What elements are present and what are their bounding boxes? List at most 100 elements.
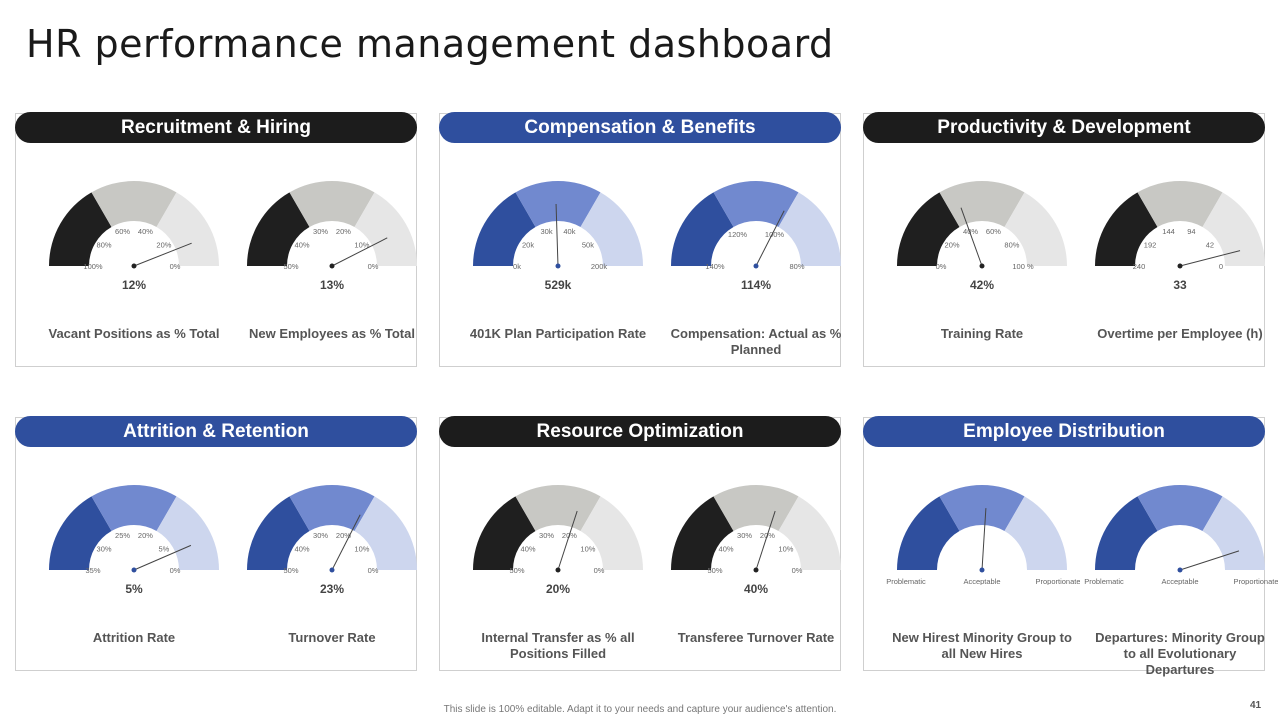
- gauge-tick-label: 40%: [295, 240, 310, 249]
- panel-0: Recruitment & Hiring 100% 80% 60% 40% 20% 0% 12…: [15, 112, 417, 367]
- gauge-tick-label: 40%: [521, 544, 536, 553]
- gauge-tick-label: 0%: [594, 566, 605, 575]
- gauge-tick-label: 94: [1187, 227, 1195, 236]
- gauge-band-2: [939, 181, 1025, 228]
- gauge-tick-label: 0%: [368, 566, 379, 575]
- gauge: 50% 40% 30% 20% 10% 0% 23% Turnover Rate: [234, 450, 430, 668]
- gauge-tick-label: 20%: [156, 240, 171, 249]
- gauge: 50% 40% 30% 20% 10% 0% 13% New Employees as % T…: [234, 146, 430, 364]
- gauge-band-1: [897, 496, 960, 570]
- gauge: Problematic Acceptable Proportionate New Hi…: [884, 450, 1080, 668]
- gauge-chart: 240 192 144 94 42 0: [1095, 181, 1265, 271]
- gauge-tick-label: 200k: [591, 262, 608, 271]
- gauge-tick-label: 60%: [115, 227, 130, 236]
- gauge-tick-label: 120%: [728, 230, 748, 239]
- gauge-chart: Problematic Acceptable Proportionate: [1084, 485, 1278, 585]
- gauge-label: Turnover Rate: [288, 630, 376, 645]
- gauge-tick-label: 50%: [707, 566, 722, 575]
- gauge-label: Training Rate: [940, 326, 1024, 341]
- gauge-band-2: [91, 181, 177, 228]
- gauge-tick-label: 30%: [313, 531, 328, 540]
- gauge-band-2: [289, 181, 375, 228]
- gauge-tick-label: Proportionate: [1035, 577, 1080, 585]
- gauge-band-1: [473, 192, 536, 266]
- gauge-band-3: [778, 496, 841, 570]
- gauge-label: Vacant Positions as % Total: [48, 326, 220, 341]
- gauge-band-1: [49, 496, 112, 570]
- gauge-tick-label: 140%: [705, 262, 725, 271]
- panel-title: Compensation & Benefits: [439, 112, 841, 143]
- gauge-needle-hub: [1177, 567, 1183, 573]
- gauge-tick-label: 10%: [354, 240, 369, 249]
- panel-title: Attrition & Retention: [15, 416, 417, 447]
- gauge-band-1: [473, 496, 536, 570]
- gauge-tick-label: 100%: [83, 262, 103, 271]
- gauge-needle-hub: [555, 567, 561, 573]
- gauge-needle-hub: [753, 567, 759, 573]
- gauge-band-3: [156, 496, 219, 570]
- gauge-tick-label: 100 %: [1012, 262, 1034, 271]
- gauge-band-3: [1004, 192, 1067, 266]
- gauge-band-1: [1095, 192, 1158, 266]
- gauge-needle: [331, 237, 388, 267]
- gauge-label: Internal Transfer as % all Positions Fil…: [481, 630, 635, 661]
- gauge-tick-label: 80%: [1004, 240, 1019, 249]
- gauge: 50%40%30%20%10%0%20%Internal Transfer as…: [460, 450, 656, 668]
- gauge: Problematic Acceptable Proportionate Depart…: [1082, 450, 1278, 677]
- gauge-band-3: [1202, 496, 1265, 570]
- gauge-tick-label: 50%: [283, 262, 298, 271]
- gauge-label: Attrition Rate: [92, 630, 176, 645]
- gauge-chart: 35% 30%25% 20% 5% 0%: [49, 485, 219, 575]
- gauge-tick-label: 192: [1144, 240, 1157, 249]
- gauge-label: Overtime per Employee (h): [1097, 326, 1263, 341]
- panel-title: Employee Distribution: [863, 416, 1265, 447]
- gauge-band-1: [247, 192, 310, 266]
- gauge-chart: 0% 20%40% 60%80% 100 %: [897, 181, 1067, 271]
- gauge-tick-label: 10%: [778, 544, 793, 553]
- gauge-label: 401K Plan Participation Rate: [469, 326, 647, 341]
- gauge-chart: 100% 80%60% 40%20% 0%: [49, 181, 219, 271]
- gauge-label: New Employees as % Total: [249, 326, 415, 341]
- gauge-band-2: [91, 485, 177, 532]
- gauge-value: 114%: [740, 278, 772, 292]
- gauge-tick-label: 60%: [986, 227, 1001, 236]
- gauge-band-2: [713, 485, 799, 532]
- gauge-tick-label: 40%: [295, 544, 310, 553]
- gauge-tick-label: 40k: [563, 227, 575, 236]
- gauge-tick-label: 42: [1206, 240, 1214, 249]
- gauge-band-2: [713, 181, 799, 228]
- gauge-needle: [331, 514, 361, 571]
- panel-5: Employee Distribution Problematic Acceptab…: [863, 416, 1278, 677]
- gauge-chart: 50%40%30%20%10%0%: [247, 181, 417, 271]
- gauge-band-2: [289, 485, 375, 532]
- gauge-needle: [1179, 250, 1241, 267]
- gauge-value: 20%: [545, 582, 571, 596]
- gauge-chart: Problematic Acceptable Proportionate: [886, 485, 1080, 585]
- panel-title: Recruitment & Hiring: [15, 112, 417, 143]
- gauge-tick-label: Acceptable: [1161, 577, 1198, 585]
- gauge-tick-label: 20%: [945, 240, 960, 249]
- gauge-band-1: [671, 192, 734, 266]
- gauge-tick-label: 0%: [936, 262, 947, 271]
- gauge-tick-label: 0%: [170, 262, 181, 271]
- gauge-needle: [555, 204, 559, 267]
- gauge-chart: 50%40%30%20%10%0%: [671, 485, 841, 575]
- gauge-tick-label: Problematic: [1084, 577, 1124, 585]
- page-title: HR performance management dashboard: [26, 22, 834, 66]
- gauge-needle: [960, 207, 983, 267]
- gauge-needle-hub: [979, 567, 985, 573]
- gauge-needle: [557, 510, 578, 571]
- gauge-needle-hub: [131, 567, 137, 573]
- gauge: 50%40%30%20%10%0%40%Transferee Turnover …: [658, 450, 854, 668]
- gauge: 240 192 144 94 42 0 33 Overtime per Employee (h…: [1082, 146, 1278, 364]
- gauge-needle-hub: [329, 263, 335, 269]
- gauge-tick-label: 20%: [336, 531, 351, 540]
- gauge-needle-hub: [1177, 263, 1183, 269]
- gauge-tick-label: 80%: [789, 262, 804, 271]
- gauge: 0% 20% 40% 60% 80% 100 % 42% Training Rate: [884, 146, 1080, 364]
- gauge-tick-label: 40%: [963, 227, 978, 236]
- gauge-value: 529k: [544, 278, 572, 292]
- gauge-tick-label: 0%: [170, 566, 181, 575]
- panel-title: Productivity & Development: [863, 112, 1265, 143]
- gauge-tick-label: 144: [1162, 227, 1175, 236]
